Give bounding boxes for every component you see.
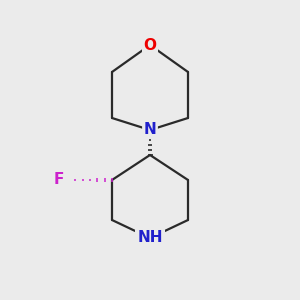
Text: N: N <box>144 122 156 137</box>
Text: NH: NH <box>137 230 163 245</box>
Text: O: O <box>143 38 157 52</box>
Text: F: F <box>54 172 64 188</box>
